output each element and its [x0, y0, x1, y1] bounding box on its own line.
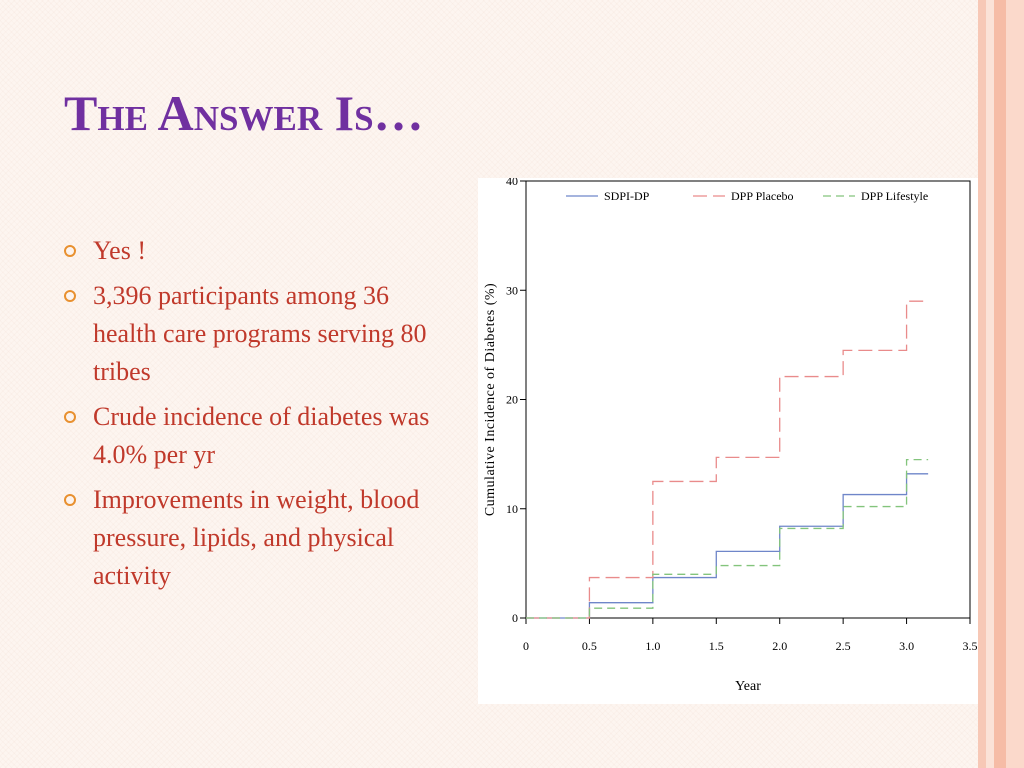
y-tick-label: 30: [506, 283, 518, 297]
decorative-stripe: [978, 0, 986, 768]
bullet-text: Yes !: [93, 236, 146, 265]
decorative-stripe: [1006, 0, 1024, 768]
slide-title: The Answer Is…: [64, 85, 424, 141]
plot-frame: [525, 180, 971, 619]
bullet-item: Yes !: [60, 232, 440, 270]
x-tick-label: 3.0: [899, 639, 914, 653]
y-tick-label: 10: [506, 502, 518, 516]
x-tick-label: 0.5: [582, 639, 597, 653]
series-line-2: [526, 458, 929, 619]
bullet-list: Yes ! 3,396 participants among 36 health…: [60, 232, 440, 602]
x-axis-label: Year: [735, 679, 761, 694]
legend-label: DPP Placebo: [731, 189, 794, 203]
decorative-stripe: [986, 0, 994, 768]
x-tick-label: 1.0: [645, 639, 660, 653]
series-line-1: [526, 300, 929, 619]
y-tick-label: 40: [506, 178, 518, 188]
decorative-stripe: [994, 0, 1006, 768]
circle-bullet-icon: [64, 245, 76, 257]
chart-panel: 0 0.5 1.0 1.5 2.0 2.5 3.0 3.5 0 10 20 30 40 Year Cumul…: [478, 178, 978, 704]
x-tick-label: 3.5: [963, 639, 978, 653]
bullet-item: Crude incidence of diabetes was 4.0% per…: [60, 398, 440, 474]
legend-label: DPP Lifestyle: [861, 189, 928, 203]
incidence-chart: 0 0.5 1.0 1.5 2.0 2.5 3.0 3.5 0 10 20 30 40 Year Cumul…: [483, 178, 978, 694]
x-tick-label: 2.5: [836, 639, 851, 653]
x-tick-label: 2.0: [772, 639, 787, 653]
bullet-text: Crude incidence of diabetes was 4.0% per…: [93, 402, 430, 469]
circle-bullet-icon: [64, 494, 76, 506]
legend-label: SDPI-DP: [604, 189, 650, 203]
circle-bullet-icon: [64, 411, 76, 423]
circle-bullet-icon: [64, 290, 76, 302]
y-tick-label: 20: [506, 393, 518, 407]
y-tick-label: 0: [512, 611, 518, 625]
bullet-item: Improvements in weight, blood pressure, …: [60, 481, 440, 595]
y-axis-label: Cumulative Incidence of Diabetes (%): [483, 283, 498, 516]
bullet-text: 3,396 participants among 36 health care …: [93, 281, 427, 386]
bullet-text: Improvements in weight, blood pressure, …: [93, 485, 420, 590]
x-tick-label: 0: [523, 639, 529, 653]
bullet-item: 3,396 participants among 36 health care …: [60, 277, 440, 391]
series-line-0: [526, 473, 929, 619]
x-tick-label: 1.5: [709, 639, 724, 653]
